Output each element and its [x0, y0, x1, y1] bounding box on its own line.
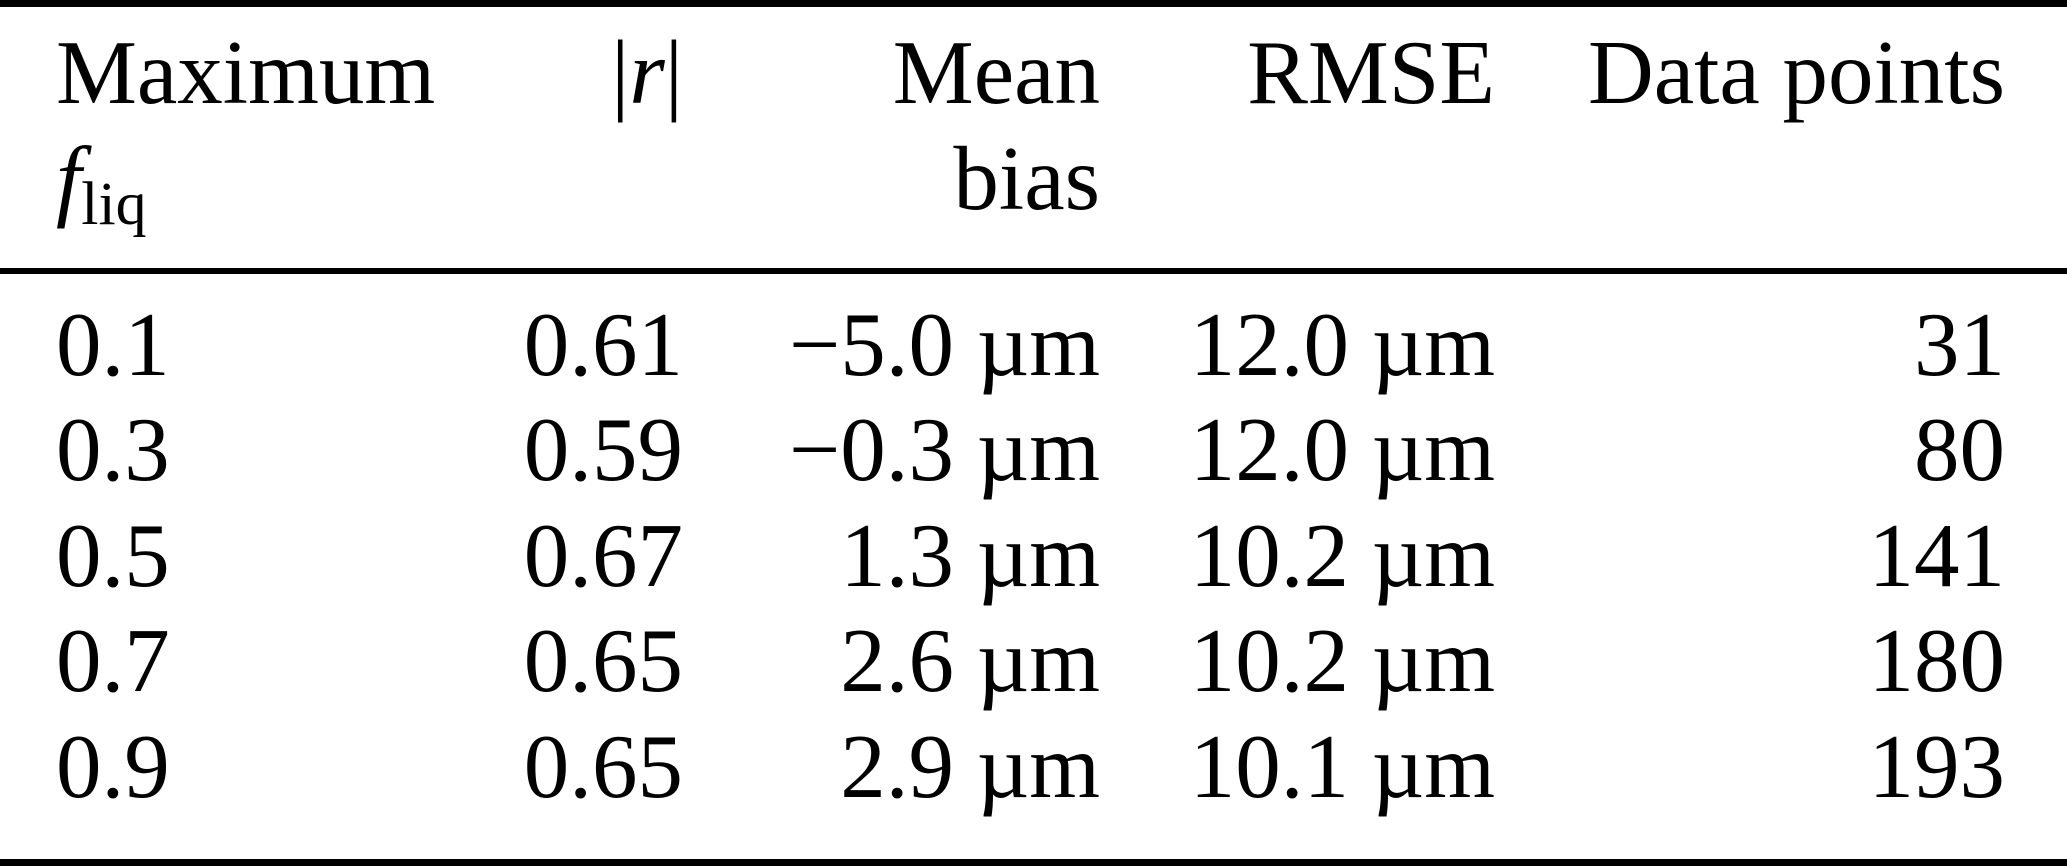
table-header-rule: [0, 268, 2067, 274]
cell-data-points: 193: [1868, 715, 2006, 817]
abs-bar-right: |: [664, 22, 683, 123]
cell-max-fliq: 0.7: [56, 610, 170, 712]
cell-mean-bias: 2.9 µm: [840, 715, 1100, 817]
header-maximum-label: Maximum: [56, 22, 436, 123]
cell-max-fliq: 0.9: [56, 715, 170, 817]
cell-rmse: 10.2 µm: [1189, 610, 1495, 712]
cell-rmse: 10.2 µm: [1189, 504, 1495, 606]
data-points-label: Data points: [1587, 22, 2005, 123]
cell-rmse: 10.1 µm: [1189, 715, 1495, 817]
cell-mean-bias: 2.6 µm: [840, 610, 1100, 712]
cell-abs-r: 0.65: [523, 610, 683, 712]
cell-max-fliq: 0.1: [56, 294, 170, 395]
table-top-rule: [0, 0, 2067, 7]
table-body: 0.1 0.61 −5.0 µm 12.0 µm 31 0.3 0.59 −0.…: [0, 292, 2067, 819]
r-symbol: r: [629, 22, 665, 123]
mean-label: Mean: [892, 22, 1100, 123]
column-header-mean-bias: Mean bias: [683, 20, 1100, 257]
cell-max-fliq: 0.5: [56, 504, 170, 606]
cell-abs-r: 0.67: [523, 504, 683, 606]
cell-mean-bias: −0.3 µm: [788, 399, 1100, 501]
cell-data-points: 141: [1868, 504, 2006, 606]
cell-rmse: 12.0 µm: [1189, 399, 1495, 501]
cell-abs-r: 0.65: [523, 715, 683, 817]
fliq-symbol: f: [56, 128, 82, 229]
column-header-rmse: RMSE: [1100, 20, 1495, 257]
cell-data-points: 80: [1914, 399, 2005, 501]
cell-abs-r: 0.59: [523, 399, 683, 501]
table-bottom-rule: [0, 859, 2067, 866]
table-header-row: Maximum fliq |r| Mean bias RMSE Data point…: [0, 20, 2067, 257]
cell-max-fliq: 0.3: [56, 399, 170, 501]
cell-abs-r: 0.61: [523, 294, 683, 395]
fliq-subscript: liq: [81, 169, 147, 238]
cell-rmse: 12.0 µm: [1189, 294, 1495, 395]
cell-data-points: 31: [1914, 294, 2005, 395]
column-header-data-points: Data points: [1495, 20, 2005, 257]
cell-mean-bias: 1.3 µm: [840, 504, 1100, 606]
abs-bar-left: |: [611, 22, 630, 123]
column-header-abs-r: |r|: [500, 20, 683, 257]
rmse-label: RMSE: [1247, 22, 1495, 123]
column-header-maximum-fliq: Maximum fliq: [0, 20, 500, 257]
cell-data-points: 180: [1868, 610, 2006, 712]
cell-mean-bias: −5.0 µm: [788, 294, 1100, 395]
bias-label: bias: [953, 128, 1100, 229]
